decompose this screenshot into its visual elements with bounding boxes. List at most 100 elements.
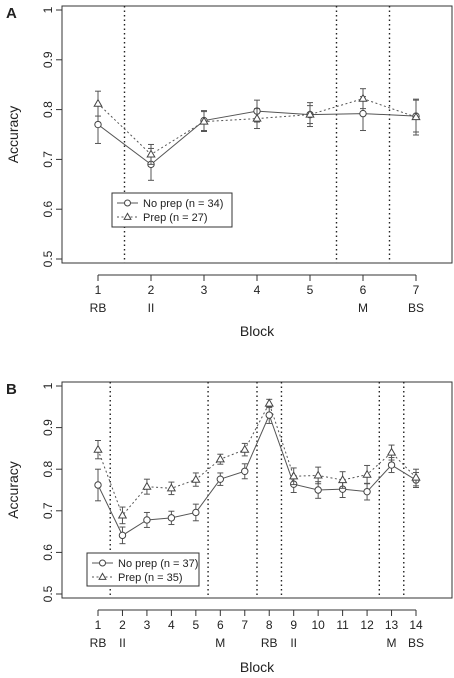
- x-tick-label: 5: [193, 618, 200, 632]
- data-point-triangle: [142, 481, 152, 490]
- y-tick-label: 0.9: [41, 419, 55, 436]
- y-tick-label: 0.6: [41, 201, 55, 218]
- y-tick-label: 0.7: [41, 151, 55, 168]
- data-point-triangle: [358, 93, 368, 102]
- x-tick-label: 14: [409, 618, 423, 632]
- legend-label: Prep (n = 35): [118, 572, 183, 584]
- x-tick-sublabel: BS: [408, 636, 424, 650]
- data-point-triangle: [146, 149, 156, 158]
- data-point-triangle: [362, 469, 372, 478]
- legend-marker-triangle: [123, 212, 132, 220]
- data-point-triangle: [240, 444, 250, 453]
- x-tick-label: 13: [385, 618, 399, 632]
- x-axis-title: Block: [240, 323, 275, 339]
- data-point-triangle: [117, 510, 128, 519]
- legend-label: Prep (n = 27): [143, 212, 208, 224]
- x-tick-sublabel: RB: [90, 301, 107, 315]
- data-point-triangle: [199, 116, 209, 125]
- x-tick-label: 2: [119, 618, 126, 632]
- x-axis-title: Block: [240, 659, 275, 675]
- series-line: [97, 413, 417, 537]
- x-tick-label: 3: [144, 618, 151, 632]
- data-point-circle: [94, 481, 102, 489]
- data-point-circle: [265, 411, 273, 419]
- legend-marker-circle: [99, 559, 106, 567]
- x-tick-sublabel: M: [215, 636, 225, 650]
- x-tick-sublabel: BS: [408, 301, 424, 315]
- legend-marker-circle: [124, 199, 131, 207]
- data-point-circle: [94, 120, 102, 129]
- data-point-triangle: [166, 483, 177, 492]
- y-axis-title: Accuracy: [5, 106, 21, 164]
- panel-letter: A: [6, 5, 17, 22]
- y-axis-title: Accuracy: [5, 461, 21, 519]
- y-tick-label: 0.7: [41, 502, 55, 519]
- data-point-circle: [118, 531, 127, 540]
- data-point-triangle: [289, 471, 299, 480]
- data-point-circle: [192, 508, 200, 517]
- x-tick-sublabel: M: [387, 636, 397, 650]
- x-tick-label: 12: [360, 618, 374, 632]
- data-point-triangle: [191, 474, 201, 483]
- data-point-triangle: [264, 398, 274, 407]
- data-point-triangle: [313, 470, 323, 479]
- data-point-circle: [387, 461, 396, 469]
- legend-label: No prep (n = 34): [143, 198, 223, 210]
- x-tick-label: 5: [307, 283, 314, 297]
- data-point-triangle: [386, 447, 397, 456]
- y-tick-label: 1: [41, 382, 55, 389]
- y-tick-label: 1: [41, 6, 55, 13]
- x-tick-sublabel: II: [119, 636, 126, 650]
- legend-box: [111, 192, 233, 228]
- x-tick-label: 1: [95, 283, 102, 297]
- y-tick-label: 0.9: [41, 51, 55, 68]
- data-point-circle: [241, 467, 249, 475]
- data-point-triangle: [411, 112, 421, 121]
- x-tick-label: 3: [201, 283, 208, 297]
- chart-panel-a: A 0.5 0.6 0.7 0.8 0.9 1 Accuracy 1 RB 2 II 3 4 5 6 M 7 BS B…: [5, 5, 453, 339]
- x-tick-label: 7: [413, 283, 420, 297]
- data-point-triangle: [411, 472, 421, 481]
- legend-label: No prep (n = 37): [118, 558, 198, 570]
- x-tick-label: 1: [95, 618, 102, 632]
- data-point-triangle: [337, 475, 348, 484]
- data-point-triangle: [215, 454, 225, 463]
- x-tick-sublabel: II: [148, 301, 155, 315]
- data-point-circle: [359, 109, 367, 118]
- x-tick-label: 6: [360, 283, 367, 297]
- x-tick-label: 10: [311, 618, 325, 632]
- legend: No prep (n = 34) Prep (n = 27): [111, 192, 233, 228]
- data-point-triangle: [252, 113, 262, 122]
- series-line: [97, 402, 417, 517]
- x-tick-label: 11: [336, 618, 349, 632]
- x-tick-label: 4: [168, 618, 175, 632]
- legend-marker-triangle: [98, 572, 107, 580]
- data-point-circle: [143, 516, 151, 524]
- legend: No prep (n = 37) Prep (n = 35): [86, 552, 200, 587]
- y-tick-label: 0.8: [41, 461, 55, 478]
- plot-frame: [61, 5, 453, 264]
- x-tick-label: 7: [241, 618, 248, 632]
- y-tick-label: 0.5: [41, 250, 55, 267]
- x-tick-label: 9: [290, 618, 297, 632]
- x-tick-sublabel: RB: [90, 636, 107, 650]
- data-point-triangle: [305, 109, 315, 118]
- data-point-triangle: [93, 98, 103, 107]
- data-point-triangle: [93, 444, 103, 453]
- data-point-circle: [167, 514, 176, 522]
- x-tick-label: 2: [148, 283, 155, 297]
- x-tick-label: 4: [254, 283, 261, 297]
- x-tick-sublabel: RB: [261, 636, 278, 650]
- legend-box: [86, 552, 200, 587]
- chart-panel-b: B 0.5 0.6 0.7 0.8 0.9 1 Accuracy 1 RB 2 II 3 4 5 6 M 7 8 RB…: [5, 381, 453, 675]
- data-point-circle: [363, 487, 371, 496]
- x-tick-sublabel: II: [290, 636, 297, 650]
- y-tick-label: 0.8: [41, 101, 55, 118]
- data-point-circle: [314, 486, 322, 494]
- x-tick-label: 8: [266, 618, 273, 632]
- y-tick-label: 0.6: [41, 544, 55, 561]
- panel-letter: B: [6, 381, 17, 398]
- data-point-circle: [216, 475, 225, 483]
- x-tick-sublabel: M: [358, 301, 368, 315]
